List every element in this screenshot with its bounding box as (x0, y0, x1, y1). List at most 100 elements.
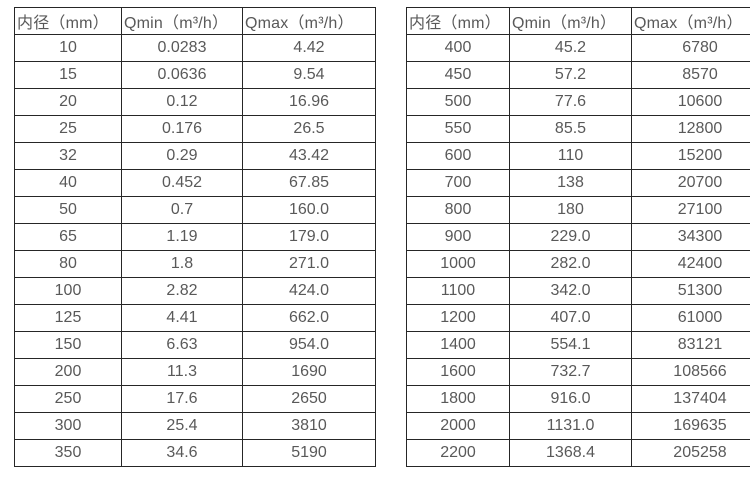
qmin-cell: 34.6 (121, 439, 243, 467)
qmin-cell: 0.0283 (121, 34, 243, 62)
qmin-cell: 0.7 (121, 196, 243, 224)
diameter-cell: 125 (14, 304, 122, 332)
qmax-cell: 10600 (631, 88, 750, 116)
diameter-cell: 2000 (406, 412, 510, 440)
qmax-cell: 15200 (631, 142, 750, 170)
table-row: 10 0.0283 4.42 (14, 34, 376, 62)
diameter-cell: 450 (406, 61, 510, 89)
qmax-cell: 83121 (631, 331, 750, 359)
qmin-cell: 0.452 (121, 169, 243, 197)
diameter-cell: 150 (14, 331, 122, 359)
qmin-cell: 0.176 (121, 115, 243, 143)
diameter-cell: 400 (406, 34, 510, 62)
qmax-cell: 4.42 (242, 34, 376, 62)
column-header: Qmin（m³/h） (121, 7, 243, 35)
qmin-cell: 0.12 (121, 88, 243, 116)
table-row: 2200 1368.4 205258 (406, 439, 750, 467)
qmin-cell: 1.19 (121, 223, 243, 251)
table-row: 150 6.63 954.0 (14, 331, 376, 359)
qmax-cell: 6780 (631, 34, 750, 62)
table-row: 32 0.29 43.42 (14, 142, 376, 170)
qmin-cell: 138 (509, 169, 632, 197)
qmax-cell: 34300 (631, 223, 750, 251)
header-row: 内径（mm） Qmin（m³/h） Qmax（m³/h） (14, 7, 376, 35)
table-row: 1200 407.0 61000 (406, 304, 750, 332)
diameter-cell: 500 (406, 88, 510, 116)
flow-table-large-diameters: 内径（mm） Qmin（m³/h） Qmax（m³/h） 400 45.2 6780 450… (406, 7, 750, 467)
qmin-cell: 916.0 (509, 385, 632, 413)
qmax-cell: 2650 (242, 385, 376, 413)
diameter-cell: 10 (14, 34, 122, 62)
table-row: 900 229.0 34300 (406, 223, 750, 251)
table-row: 550 85.5 12800 (406, 115, 750, 143)
diameter-cell: 1800 (406, 385, 510, 413)
qmax-cell: 9.54 (242, 61, 376, 89)
qmax-cell: 67.85 (242, 169, 376, 197)
diameter-cell: 1000 (406, 250, 510, 278)
qmin-cell: 0.29 (121, 142, 243, 170)
qmin-cell: 1.8 (121, 250, 243, 278)
diameter-cell: 1100 (406, 277, 510, 305)
qmin-cell: 4.41 (121, 304, 243, 332)
qmax-cell: 51300 (631, 277, 750, 305)
table-row: 1800 916.0 137404 (406, 385, 750, 413)
column-header: 内径（mm） (406, 7, 510, 35)
qmax-cell: 424.0 (242, 277, 376, 305)
qmax-cell: 271.0 (242, 250, 376, 278)
diameter-cell: 100 (14, 277, 122, 305)
qmax-cell: 43.42 (242, 142, 376, 170)
qmin-cell: 110 (509, 142, 632, 170)
qmax-cell: 12800 (631, 115, 750, 143)
qmin-cell: 2.82 (121, 277, 243, 305)
qmax-cell: 205258 (631, 439, 750, 467)
qmin-cell: 1131.0 (509, 412, 632, 440)
diameter-cell: 900 (406, 223, 510, 251)
qmax-cell: 27100 (631, 196, 750, 224)
qmin-cell: 45.2 (509, 34, 632, 62)
flow-table-small-diameters: 内径（mm） Qmin（m³/h） Qmax（m³/h） 10 0.0283 4.42 15… (14, 7, 376, 467)
column-header: Qmax（m³/h） (631, 7, 750, 35)
header-row: 内径（mm） Qmin（m³/h） Qmax（m³/h） (406, 7, 750, 35)
diameter-cell: 65 (14, 223, 122, 251)
table-row: 2000 1131.0 169635 (406, 412, 750, 440)
qmax-cell: 5190 (242, 439, 376, 467)
diameter-cell: 15 (14, 61, 122, 89)
qmin-cell: 732.7 (509, 358, 632, 386)
diameter-cell: 50 (14, 196, 122, 224)
diameter-cell: 80 (14, 250, 122, 278)
table-row: 100 2.82 424.0 (14, 277, 376, 305)
qmin-cell: 554.1 (509, 331, 632, 359)
qmin-cell: 77.6 (509, 88, 632, 116)
qmax-cell: 179.0 (242, 223, 376, 251)
qmin-cell: 0.0636 (121, 61, 243, 89)
qmin-cell: 1368.4 (509, 439, 632, 467)
column-header: Qmax（m³/h） (242, 7, 376, 35)
qmax-cell: 26.5 (242, 115, 376, 143)
table-row: 350 34.6 5190 (14, 439, 376, 467)
qmax-cell: 160.0 (242, 196, 376, 224)
qmin-cell: 282.0 (509, 250, 632, 278)
diameter-cell: 20 (14, 88, 122, 116)
table-row: 15 0.0636 9.54 (14, 61, 376, 89)
qmin-cell: 180 (509, 196, 632, 224)
table-row: 65 1.19 179.0 (14, 223, 376, 251)
table-row: 1100 342.0 51300 (406, 277, 750, 305)
table-row: 1000 282.0 42400 (406, 250, 750, 278)
table-row: 600 110 15200 (406, 142, 750, 170)
column-header: Qmin（m³/h） (509, 7, 632, 35)
diameter-cell: 2200 (406, 439, 510, 467)
qmin-cell: 25.4 (121, 412, 243, 440)
table-row: 50 0.7 160.0 (14, 196, 376, 224)
table-row: 200 11.3 1690 (14, 358, 376, 386)
qmin-cell: 342.0 (509, 277, 632, 305)
qmax-cell: 169635 (631, 412, 750, 440)
qmin-cell: 57.2 (509, 61, 632, 89)
diameter-cell: 32 (14, 142, 122, 170)
table-row: 25 0.176 26.5 (14, 115, 376, 143)
qmax-cell: 662.0 (242, 304, 376, 332)
diameter-cell: 550 (406, 115, 510, 143)
diameter-cell: 1400 (406, 331, 510, 359)
qmin-cell: 229.0 (509, 223, 632, 251)
flow-rate-tables: 内径（mm） Qmin（m³/h） Qmax（m³/h） 10 0.0283 4.42 15… (14, 7, 750, 467)
qmax-cell: 8570 (631, 61, 750, 89)
